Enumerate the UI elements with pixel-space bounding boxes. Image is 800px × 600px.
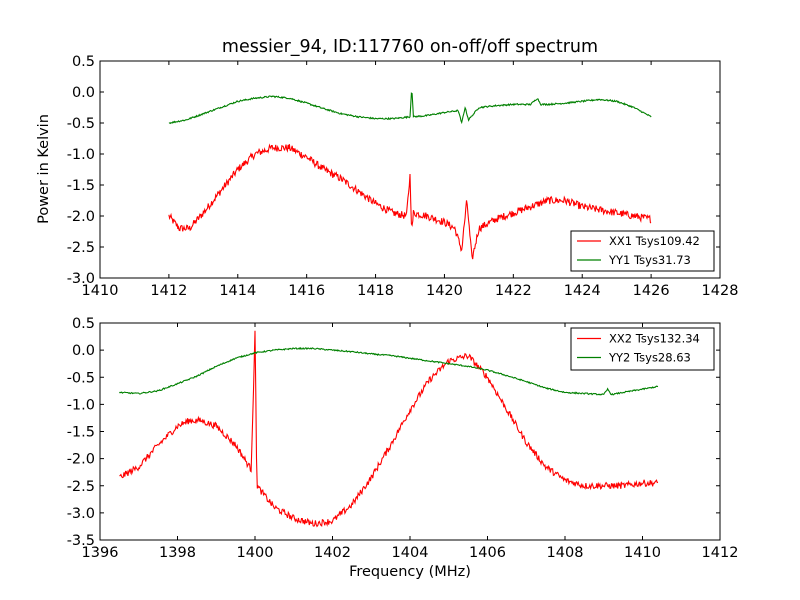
- legend-label: YY2 Tsys28.63: [608, 351, 691, 365]
- chart-panel-2: 1396 1398 1400 1402 1404 1406 1408 1410 1412 0.5 0…: [67, 316, 739, 561]
- x-tick-label: 1412: [702, 545, 739, 561]
- y-tick-label: -1.5: [67, 178, 95, 194]
- legend-label: XX2 Tsys132.34: [609, 332, 700, 346]
- x-tick-label: 1410: [624, 545, 661, 561]
- y-tick-label: -3.0: [67, 506, 95, 522]
- x-tick-label: 1400: [237, 545, 274, 561]
- x-tick-label: 1414: [219, 283, 256, 299]
- x-tick-label: 1428: [702, 283, 739, 299]
- series-line-2-1: [119, 330, 659, 528]
- chart-panels: 1410 1412 1414 1416 1418 1420 1422 1424 1426 1428…: [67, 54, 739, 561]
- y-tick-label: 0.5: [72, 316, 95, 332]
- legend-label: XX1 Tsys109.42: [609, 234, 700, 248]
- y-tick-label: -0.5: [67, 370, 95, 386]
- x-tick-label: 1420: [426, 283, 463, 299]
- plot-frame-1: [99, 60, 721, 279]
- y-tick-label: -2.5: [67, 240, 95, 256]
- series-line-1-2: [168, 92, 652, 125]
- x-tick-label: 1396: [82, 545, 119, 561]
- y-tick-label: -3.0: [67, 271, 95, 287]
- y-tick-label: -2.0: [67, 452, 95, 468]
- x-tick-label: 1422: [495, 283, 532, 299]
- legend-1: XX1 Tsys109.42 YY1 Tsys31.73: [570, 230, 715, 272]
- legend-label: YY1 Tsys31.73: [608, 253, 691, 267]
- series-line-1-1: [168, 143, 652, 260]
- y-tick-label: -0.5: [67, 116, 95, 132]
- y-tick-label: -1.0: [67, 147, 95, 163]
- chart-title: messier_94, ID:117760 on-off/off spectru…: [222, 37, 598, 57]
- x-tick-label: 1412: [150, 283, 187, 299]
- y-tick-label: -1.5: [67, 425, 95, 441]
- legend-2: XX2 Tsys132.34 YY2 Tsys28.63: [570, 327, 715, 371]
- y-tick-label: -1.0: [67, 397, 95, 413]
- x-tick-label: 1424: [564, 283, 601, 299]
- series-line-2-2: [119, 346, 659, 396]
- y-tick-label: 0.5: [72, 54, 95, 70]
- x-tick-label: 1398: [159, 545, 196, 561]
- x-axis-label: Frequency (MHz): [349, 564, 471, 580]
- chart-panel-1: 1410 1412 1414 1416 1418 1420 1422 1424 1426 1428…: [67, 54, 739, 299]
- x-tick-label: 1416: [288, 283, 325, 299]
- x-tick-label: 1404: [392, 545, 429, 561]
- x-tick-label: 1408: [547, 545, 584, 561]
- legend-box: [570, 327, 715, 371]
- x-tick-label: 1418: [357, 283, 394, 299]
- x-tick-label: 1406: [469, 545, 506, 561]
- x-tick-label: 1426: [633, 283, 670, 299]
- y-tick-label: -3.5: [67, 533, 95, 549]
- y-tick-label: 0.0: [72, 343, 95, 359]
- y-tick-label: 0.0: [72, 85, 95, 101]
- y-axis-label: Power in Kelvin: [36, 114, 52, 224]
- y-tick-label: -2.5: [67, 479, 95, 495]
- x-tick-label: 1402: [314, 545, 351, 561]
- x-tick-label: 1410: [82, 283, 119, 299]
- y-tick-label: -2.0: [67, 209, 95, 225]
- legend-box: [570, 230, 715, 272]
